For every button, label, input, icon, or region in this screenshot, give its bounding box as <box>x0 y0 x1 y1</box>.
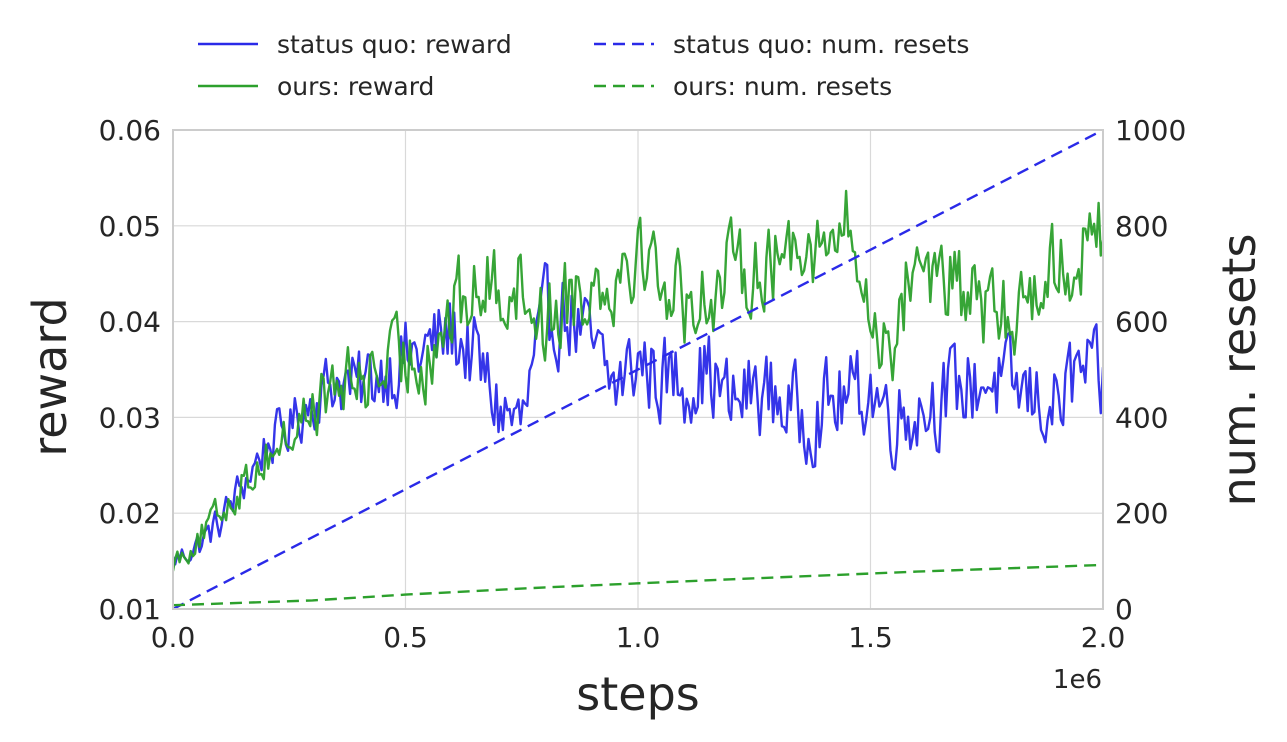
y-left-tick-label: 0.05 <box>99 210 161 243</box>
y-right-tick-label: 600 <box>1115 306 1168 339</box>
series-line-ours-num-resets <box>173 563 1103 607</box>
y-right-tick-label: 200 <box>1115 497 1168 530</box>
x-tick-label: 1.0 <box>616 621 661 654</box>
plot-frame <box>172 129 1104 610</box>
y-axis-right-label: num. resets <box>1212 234 1266 507</box>
x-tick-label: 0.5 <box>383 621 428 654</box>
legend-label: ours: reward <box>277 72 434 101</box>
y-right-tick-label: 800 <box>1115 210 1168 243</box>
series-line-status-quo-num-resets <box>173 130 1103 609</box>
y-right-tick-label: 1000 <box>1115 114 1186 147</box>
legend-label: ours: num. resets <box>673 72 892 101</box>
y-right-tick-label: 0 <box>1115 593 1133 626</box>
x-tick-label: 1.5 <box>848 621 893 654</box>
y-left-tick-label: 0.04 <box>99 306 161 339</box>
y-left-tick-label: 0.03 <box>99 401 161 434</box>
series-line-ours-reward <box>173 189 1103 572</box>
ticks: 0.0 0.5 1.0 1.5 2.0 0.01 0.02 0.03 0.04 0.05 0.06 0… <box>99 114 1187 654</box>
series-group <box>173 130 1103 609</box>
legend: status quo: reward ours: reward status quo… <box>198 30 969 101</box>
legend-label: status quo: num. resets <box>673 30 969 59</box>
x-tick-label: 2.0 <box>1081 621 1126 654</box>
legend-label: status quo: reward <box>277 30 512 59</box>
y-left-tick-label: 0.02 <box>99 497 161 530</box>
y-left-tick-label: 0.01 <box>99 593 161 626</box>
series-line-status-quo-reward <box>173 262 1103 566</box>
x-tick-label: 0.0 <box>151 621 196 654</box>
x-multiplier-label: 1e6 <box>1053 665 1102 695</box>
y-left-tick-label: 0.06 <box>99 114 161 147</box>
y-axis-left-label: reward <box>23 297 77 456</box>
x-axis-label: steps <box>576 667 699 721</box>
y-right-tick-label: 400 <box>1115 401 1168 434</box>
